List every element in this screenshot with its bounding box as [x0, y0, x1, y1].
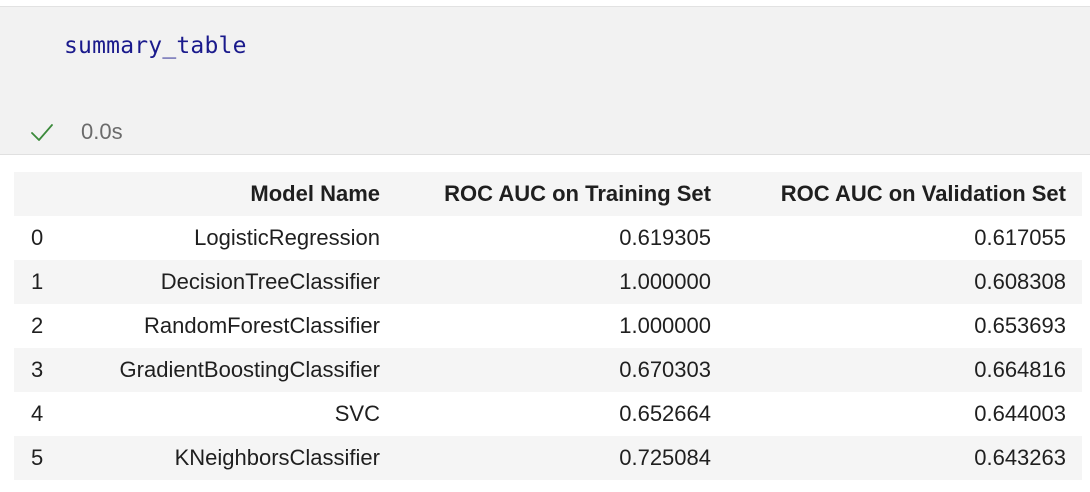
summary-table: Model Name ROC AUC on Training Set ROC A…: [14, 172, 1082, 480]
check-icon: [30, 120, 54, 144]
train-auc-cell: 1.000000: [619, 313, 711, 338]
val-auc-cell: 0.653693: [974, 313, 1066, 338]
train-auc-cell: 0.652664: [619, 401, 711, 426]
val-auc-cell: 0.664816: [711, 348, 1082, 392]
train-auc-cell: 0.670303: [380, 348, 711, 392]
table-row: 5 KNeighborsClassifier 0.725084 0.643263: [14, 436, 1082, 480]
index-header: [14, 172, 62, 216]
model-name-cell: DecisionTreeClassifier: [62, 260, 380, 304]
table-row: 4 SVC 0.652664 0.644003: [14, 392, 1082, 436]
row-index: 1: [14, 260, 62, 304]
row-index: 4: [31, 401, 44, 426]
train-auc-cell: 0.619305: [619, 225, 711, 250]
column-header-roc-auc-validation: ROC AUC on Validation Set: [711, 172, 1082, 216]
table-header-row: Model Name ROC AUC on Training Set ROC A…: [14, 172, 1082, 216]
val-auc-cell: 0.644003: [974, 401, 1066, 426]
model-name-cell: KNeighborsClassifier: [62, 436, 380, 480]
train-auc-cell: 0.725084: [380, 436, 711, 480]
table-row: 1 DecisionTreeClassifier 1.000000 0.6083…: [14, 260, 1082, 304]
model-name-cell: GradientBoostingClassifier: [62, 348, 380, 392]
model-name-cell: RandomForestClassifier: [144, 313, 380, 338]
cell-output: Model Name ROC AUC on Training Set ROC A…: [14, 172, 1082, 480]
execution-status: 0.0s: [30, 117, 123, 147]
row-index: 2: [31, 313, 44, 338]
row-index: 0: [31, 225, 44, 250]
code-cell[interactable]: summary_table 0.0s: [0, 7, 1090, 155]
row-index: 3: [14, 348, 62, 392]
table-row: 0 LogisticRegression 0.619305 0.617055: [14, 216, 1082, 260]
column-header-roc-auc-training: ROC AUC on Training Set: [380, 172, 711, 216]
table-row: 3 GradientBoostingClassifier 0.670303 0.…: [14, 348, 1082, 392]
model-name-cell: SVC: [334, 401, 380, 426]
code-editor[interactable]: summary_table: [64, 33, 247, 59]
cell-top-border: [0, 6, 1090, 7]
train-auc-cell: 1.000000: [380, 260, 711, 304]
val-auc-cell: 0.608308: [711, 260, 1082, 304]
table-row: 2 RandomForestClassifier 1.000000 0.6536…: [14, 304, 1082, 348]
row-index: 5: [14, 436, 62, 480]
val-auc-cell: 0.617055: [974, 225, 1066, 250]
model-name-cell: LogisticRegression: [194, 225, 380, 250]
column-header-model-name: Model Name: [62, 172, 380, 216]
val-auc-cell: 0.643263: [711, 436, 1082, 480]
execution-time: 0.0s: [81, 119, 123, 144]
